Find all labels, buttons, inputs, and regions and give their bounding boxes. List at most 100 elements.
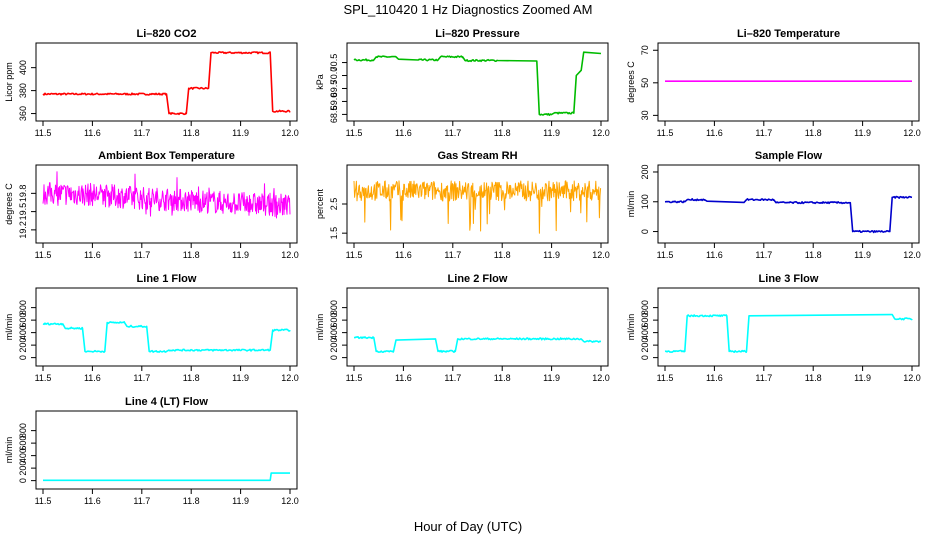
figure-x-label: Hour of Day (UTC) (414, 519, 522, 534)
y-tick-label: 30 (640, 110, 650, 120)
y-tick-label: 100 (640, 194, 650, 209)
x-tick-label: 12.0 (592, 250, 610, 260)
y-tick-label: 1.5 (329, 227, 339, 240)
x-tick-label: 11.8 (183, 128, 200, 138)
panel-10: Line 4 (LT) Flow ml/min 11.5 11.6 11.7 11.8 11… (4, 396, 299, 506)
x-tick-label: 11.6 (84, 373, 101, 383)
x-tick-label: 11.9 (543, 250, 560, 260)
x-tick-label: 11.7 (444, 250, 461, 260)
y-tick-label: 69.5 (329, 80, 339, 98)
panel-title: Gas Stream RH (437, 150, 517, 162)
y-tick-label: 400 (18, 448, 28, 463)
x-tick-label: 11.5 (346, 250, 363, 260)
x-tick-label: 11.7 (755, 128, 772, 138)
x-tick-label: 11.5 (346, 373, 363, 383)
x-tick-label: 11.8 (494, 250, 511, 260)
y-tick-label: 800 (329, 300, 339, 315)
panel-3: Li–820 Temperature degrees C 11.5 11.6 11.7 1… (626, 28, 921, 138)
panel-grid: Li–820 CO2 Licor ppm 11.5 11.6 11.7 11.8 11.9 1… (4, 28, 921, 506)
plot-frame (346, 42, 609, 122)
x-tick-label: 11.6 (706, 128, 723, 138)
x-tick-label: 11.8 (494, 128, 511, 138)
x-tick-label: 12.0 (281, 496, 299, 506)
x-tick-label: 11.6 (84, 496, 101, 506)
x-tick-label: 11.7 (133, 496, 150, 506)
data-series-line (664, 313, 913, 353)
y-tick-label: 69.0 (329, 93, 339, 111)
x-tick-label: 11.8 (494, 373, 511, 383)
plot-frame (346, 287, 609, 367)
plot-frame (657, 164, 920, 244)
panel-9: Line 3 Flow ml/min 11.5 11.6 11.7 11.8 11.9 12.… (626, 273, 921, 383)
y-tick-label: 400 (640, 325, 650, 340)
x-tick-label: 11.7 (755, 373, 772, 383)
x-tick-label: 11.5 (346, 128, 363, 138)
x-tick-label: 11.6 (395, 373, 412, 383)
y-tick-label: 2.5 (329, 198, 339, 211)
x-tick-label: 11.5 (657, 250, 674, 260)
data-series-line (353, 180, 602, 234)
x-tick-label: 11.6 (84, 128, 101, 138)
x-tick-label: 11.7 (444, 373, 461, 383)
y-tick-label: 70.0 (329, 67, 339, 85)
data-series-line (353, 51, 602, 116)
panel-title: Line 1 Flow (137, 273, 197, 285)
x-tick-label: 12.0 (592, 128, 610, 138)
y-axis-label: Licor ppm (4, 62, 14, 102)
y-tick-label: 200 (18, 338, 28, 353)
x-tick-label: 11.6 (706, 373, 723, 383)
x-tick-label: 11.9 (854, 250, 871, 260)
y-tick-label: 19.5 (18, 203, 28, 221)
y-tick-label: 0 (18, 478, 28, 483)
data-series-line (42, 171, 291, 219)
y-tick-label: 400 (18, 325, 28, 340)
y-tick-label: 800 (18, 423, 28, 438)
y-axis-label: degrees C (626, 61, 636, 103)
y-tick-label: 400 (329, 325, 339, 340)
x-tick-label: 11.6 (84, 250, 101, 260)
data-series-line (42, 51, 291, 116)
y-axis-label: ml/min (4, 314, 14, 341)
panel-title: Line 4 (LT) Flow (125, 396, 208, 408)
x-tick-label: 11.9 (232, 373, 249, 383)
plot-frame (657, 42, 920, 122)
x-tick-label: 12.0 (903, 373, 921, 383)
y-axis-label: percent (315, 188, 325, 219)
x-tick-label: 12.0 (903, 250, 921, 260)
x-tick-label: 11.5 (35, 128, 52, 138)
panel-8: Line 2 Flow ml/min 11.5 11.6 11.7 11.8 11.9 12.… (315, 273, 610, 383)
y-tick-label: 800 (18, 300, 28, 315)
y-tick-label: 68.5 (329, 106, 339, 124)
x-tick-label: 11.5 (657, 128, 674, 138)
y-tick-label: 70 (640, 45, 650, 55)
x-tick-label: 12.0 (281, 250, 299, 260)
y-tick-label: 19.2 (18, 221, 28, 239)
y-tick-label: 600 (640, 313, 650, 328)
panel-title: Line 3 Flow (759, 273, 819, 285)
x-tick-label: 11.7 (444, 128, 461, 138)
x-tick-label: 12.0 (281, 373, 299, 383)
x-tick-label: 11.9 (543, 128, 560, 138)
y-tick-label: 0 (18, 355, 28, 360)
y-tick-label: 360 (18, 106, 28, 121)
plot-frame (35, 287, 298, 367)
y-tick-label: 800 (640, 300, 650, 315)
y-tick-label: 600 (18, 313, 28, 328)
y-tick-label: 600 (18, 436, 28, 451)
x-tick-label: 12.0 (281, 128, 299, 138)
plot-frame (35, 42, 298, 122)
x-tick-label: 11.8 (805, 128, 822, 138)
panel-1: Li–820 CO2 Licor ppm 11.5 11.6 11.7 11.8 11.9 1… (4, 28, 299, 138)
y-axis-label: ml/min (626, 191, 636, 218)
x-tick-label: 11.8 (183, 496, 200, 506)
data-series-line (42, 321, 291, 353)
y-tick-label: 380 (18, 83, 28, 98)
plot-frame (657, 287, 920, 367)
panel-5: Gas Stream RH percent 11.5 11.6 11.7 11.8 11.9… (315, 150, 610, 260)
x-tick-label: 11.5 (657, 373, 674, 383)
y-axis-label: ml/min (626, 314, 636, 341)
y-tick-label: 200 (640, 164, 650, 179)
y-axis-label: ml/min (315, 314, 325, 341)
panel-7: Line 1 Flow ml/min 11.5 11.6 11.7 11.8 11.9 12.… (4, 273, 299, 383)
plot-frame (346, 164, 609, 244)
